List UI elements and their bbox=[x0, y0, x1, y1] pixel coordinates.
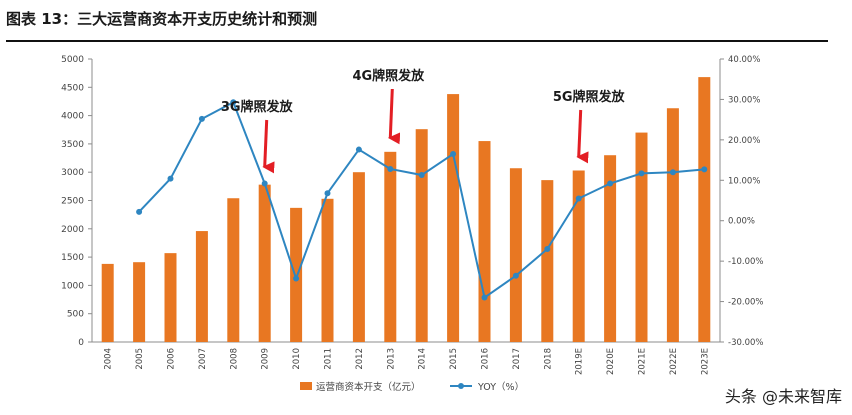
y-left-tick-label: 5000 bbox=[61, 55, 84, 65]
yoy-point bbox=[355, 146, 362, 153]
y-right-tick-label: 30.00% bbox=[728, 95, 760, 105]
yoy-point bbox=[701, 166, 708, 173]
x-tick-label: 2006 bbox=[167, 348, 177, 370]
annotation-label: 4G牌照发放 bbox=[352, 68, 425, 84]
annotation-arrow bbox=[576, 109, 589, 164]
x-tick-label: 2020E bbox=[606, 348, 616, 375]
bar bbox=[133, 262, 146, 342]
y-right-tick-label: 0.00% bbox=[728, 217, 755, 227]
yoy-point bbox=[324, 190, 331, 197]
y-right-tick-label: 40.00% bbox=[728, 55, 760, 65]
bar bbox=[321, 198, 334, 342]
x-tick-label: 2018 bbox=[543, 348, 553, 370]
y-right-tick-label: 10.00% bbox=[728, 176, 760, 186]
bar bbox=[509, 168, 522, 342]
bar bbox=[101, 263, 114, 342]
bar bbox=[541, 180, 554, 342]
bar bbox=[195, 231, 208, 342]
y-left-tick-label: 1500 bbox=[61, 253, 84, 263]
bar bbox=[447, 94, 460, 342]
y-left-tick-label: 2500 bbox=[61, 197, 84, 207]
x-tick-label: 2014 bbox=[418, 348, 428, 370]
x-tick-label: 2013 bbox=[386, 348, 396, 370]
y-left-tick-label: 2000 bbox=[61, 225, 84, 235]
yoy-point bbox=[450, 151, 457, 158]
x-tick-label: 2008 bbox=[229, 348, 239, 370]
y-left-tick-label: 500 bbox=[67, 310, 84, 320]
chart-title: 图表 13：三大运营商资本开支历史统计和预测 bbox=[6, 10, 318, 28]
yoy-point bbox=[575, 195, 582, 202]
x-tick-label: 2017 bbox=[512, 348, 522, 370]
yoy-point bbox=[136, 208, 143, 215]
bar bbox=[384, 151, 397, 342]
yoy-point bbox=[418, 172, 425, 179]
y-left-tick-label: 3000 bbox=[61, 168, 84, 178]
yoy-point bbox=[512, 272, 519, 279]
yoy-point bbox=[544, 246, 551, 253]
yoy-point bbox=[167, 175, 174, 182]
x-tick-label: 2005 bbox=[135, 348, 145, 370]
y-left-tick-label: 4000 bbox=[61, 112, 84, 122]
legend-line-marker bbox=[458, 383, 464, 389]
y-right-tick-label: -20.00% bbox=[728, 298, 763, 308]
x-tick-label: 2022E bbox=[669, 348, 679, 375]
x-tick-label: 2016 bbox=[481, 348, 491, 370]
x-tick-label: 2023E bbox=[700, 348, 710, 375]
annotation-label: 3G牌照发放 bbox=[221, 99, 294, 115]
yoy-point bbox=[481, 294, 488, 301]
x-tick-label: 2009 bbox=[261, 348, 271, 370]
bars bbox=[101, 77, 711, 342]
bar bbox=[666, 108, 679, 342]
bar bbox=[604, 155, 617, 342]
bar bbox=[258, 184, 271, 342]
x-tick-label: 2015 bbox=[449, 348, 459, 370]
y-left-tick-label: 1000 bbox=[61, 281, 84, 291]
annotation-arrow bbox=[387, 88, 401, 145]
bar bbox=[572, 170, 585, 342]
yoy-point bbox=[261, 180, 268, 187]
bar bbox=[415, 129, 428, 342]
yoy-line bbox=[136, 99, 708, 301]
y-left-tick-label: 3500 bbox=[61, 140, 84, 150]
annotations: 3G牌照发放 4G牌照发放 5G牌照发放 bbox=[221, 68, 626, 174]
yoy-point bbox=[230, 99, 237, 106]
bar bbox=[635, 132, 648, 342]
title-divider bbox=[6, 40, 828, 42]
y-right-tick-label: 20.00% bbox=[728, 136, 760, 146]
yoy-point bbox=[638, 170, 645, 177]
yoy-point bbox=[387, 165, 394, 172]
x-tick-label: 2019E bbox=[575, 348, 585, 375]
yoy-point bbox=[669, 169, 676, 176]
legend-bar-swatch bbox=[300, 382, 312, 390]
x-tick-label: 2021E bbox=[638, 348, 648, 375]
yoy-point bbox=[607, 180, 614, 187]
x-tick-label: 2004 bbox=[104, 348, 114, 370]
bar bbox=[164, 253, 177, 342]
x-tick-label: 2011 bbox=[324, 348, 334, 370]
watermark: 头条 @未来智库 bbox=[724, 387, 842, 406]
x-tick-label: 2010 bbox=[292, 348, 302, 370]
x-tick-label: 2012 bbox=[355, 348, 365, 370]
y-left-tick-label: 4500 bbox=[61, 83, 84, 93]
legend: 运营商资本开支（亿元） YOY（%） bbox=[300, 381, 524, 393]
bar bbox=[227, 198, 240, 342]
yoy-point bbox=[198, 115, 205, 122]
y-left-tick-label: 0 bbox=[78, 338, 84, 348]
annotation-label: 5G牌照发放 bbox=[553, 89, 626, 105]
y-right-tick-label: -30.00% bbox=[728, 338, 763, 348]
x-tick-label: 2007 bbox=[198, 348, 208, 370]
annotation-arrow bbox=[262, 119, 275, 174]
bar bbox=[290, 207, 303, 342]
y-right-tick-label: -10.00% bbox=[728, 257, 763, 267]
bar bbox=[352, 172, 365, 342]
legend-line-label: YOY（%） bbox=[477, 381, 524, 393]
legend-bar-label: 运营商资本开支（亿元） bbox=[316, 381, 421, 393]
bar bbox=[478, 141, 491, 342]
yoy-point bbox=[293, 275, 300, 282]
bar bbox=[698, 77, 711, 342]
